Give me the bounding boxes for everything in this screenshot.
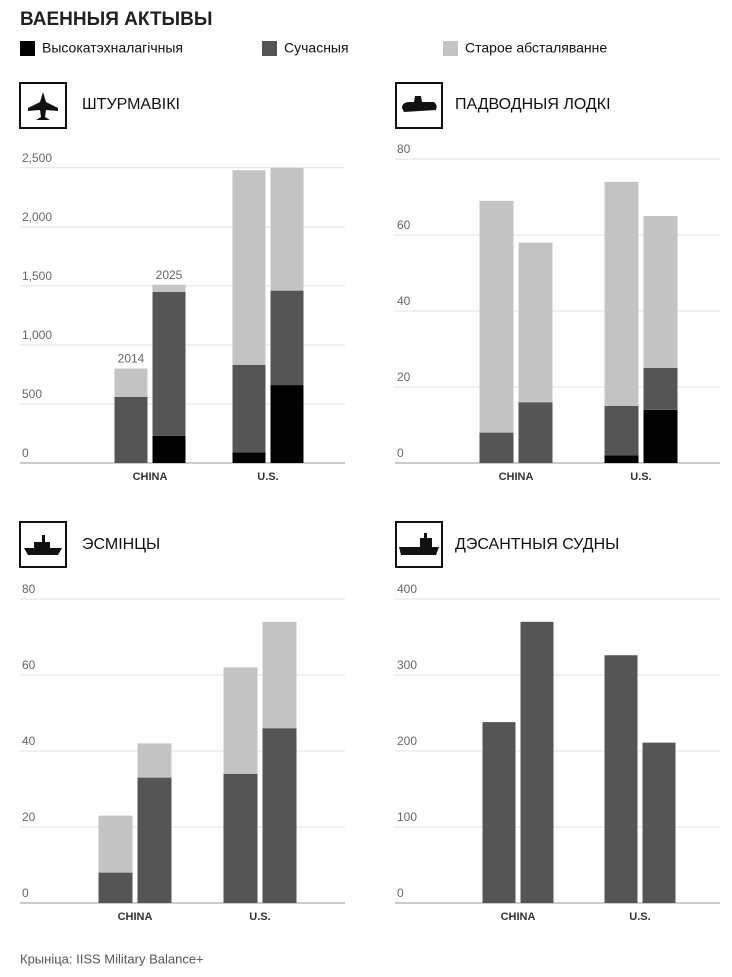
y-tick-label: 1,000 [22,328,52,342]
y-tick-label: 80 [22,582,36,596]
bar-segment [98,815,133,873]
bar-segment [604,655,638,903]
bar-segment [137,743,172,778]
bar-segment [232,364,266,453]
bar-segment [604,181,639,406]
icon-aircraft [19,82,67,129]
y-tick-label: 0 [397,886,404,900]
bar-segment [152,435,186,463]
bar-segment [643,409,678,463]
bar-segment [223,667,258,774]
legend-swatch [20,41,35,56]
y-tick-label: 60 [22,658,36,672]
bar-year-label: 2014 [118,352,145,366]
icon-destroyer [19,521,67,568]
y-tick-label: 500 [22,387,42,401]
bar-year-label: 2025 [156,268,183,282]
y-tick-label: 40 [397,294,411,308]
bar-segment [232,170,266,365]
source: Крыніца: IISS Military Balance+ [20,951,204,966]
legend-label: Старое абсталяванне [465,40,607,56]
bar-segment [152,284,186,292]
bar-segment [270,290,304,386]
y-tick-label: 100 [397,810,417,824]
bar-segment [479,200,514,433]
y-tick-label: 80 [397,142,411,156]
x-group-label: U.S. [630,471,651,483]
main-title: ВАЕННЫЯ АКТЫВЫ [20,9,212,30]
legend-label: Высокатэхналагічныя [42,40,183,56]
bar-segment [270,385,304,463]
legend-swatch [443,41,458,56]
bar-segment [482,722,516,903]
bar-segment [270,167,304,291]
y-tick-label: 2,000 [22,210,52,224]
x-group-label: CHINA [501,911,536,923]
bar-segment [518,242,553,403]
legend-swatch [262,41,277,56]
bar-segment [114,368,148,397]
y-tick-label: 20 [397,370,411,384]
bar-segment [262,621,297,729]
icon-submarine [395,82,443,129]
y-tick-label: 0 [397,446,404,460]
y-tick-label: 200 [397,734,417,748]
y-tick-label: 40 [22,734,36,748]
x-group-label: CHINA [499,471,534,483]
bar-segment [642,742,676,903]
legend-label: Сучасныя [284,40,349,56]
bar-segment [232,452,266,463]
bar-segment [223,773,258,903]
bar-segment [643,216,678,368]
bar-segment [137,777,172,903]
bar-segment [479,432,514,463]
panel-title: ДЭСАНТНЫЯ СУДНЫ [455,536,619,553]
y-tick-label: 0 [22,886,29,900]
bar-segment [518,402,553,463]
bar-segment [98,872,133,903]
bar-segment [520,621,554,903]
x-group-label: U.S. [257,471,278,483]
x-group-label: CHINA [118,911,153,923]
x-group-label: CHINA [133,471,168,483]
bar-segment [262,728,297,903]
icon-landing-ship [395,521,443,568]
y-tick-label: 2,500 [22,151,52,165]
x-group-label: U.S. [249,911,270,923]
panel-title: ПАДВОДНЫЯ ЛОДКІ [455,96,611,113]
panel-title: ЭСМІНЦЫ [82,536,160,553]
y-tick-label: 400 [397,582,417,596]
y-tick-label: 0 [22,446,29,460]
y-tick-label: 20 [22,810,36,824]
bar-segment [604,406,639,456]
panel-title: ШТУРМАВІКІ [82,96,180,113]
bar-segment [152,291,186,436]
bar-segment [114,396,148,463]
y-tick-label: 1,500 [22,269,52,283]
bar-segment [643,368,678,410]
bar-segment [604,455,639,463]
y-tick-label: 300 [397,658,417,672]
y-tick-label: 60 [397,218,411,232]
x-group-label: U.S. [629,911,650,923]
